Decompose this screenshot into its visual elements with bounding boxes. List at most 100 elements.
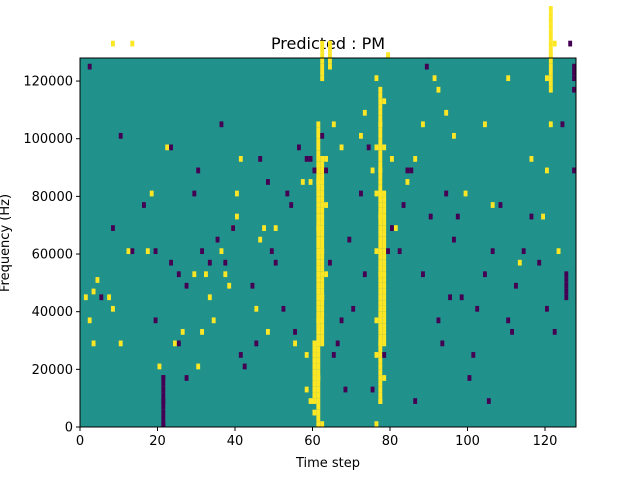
heatmap-cell-high [312, 392, 317, 399]
heatmap-cell-high [382, 340, 387, 347]
heatmap-cell-high [382, 190, 387, 197]
heatmap-cell-high [378, 346, 383, 353]
heatmap-cell-low [564, 271, 569, 278]
heatmap-cell-high [316, 190, 321, 197]
heatmap-cell-high [316, 398, 321, 404]
heatmap-cell-high [382, 196, 387, 203]
heatmap-cell-high [378, 357, 383, 364]
heatmap-cell-high [378, 207, 383, 214]
heatmap-cell-high [452, 132, 456, 139]
heatmap-cell-high [316, 369, 321, 376]
heatmap-cell-high [413, 156, 418, 162]
heatmap-cell-high [378, 156, 383, 162]
heatmap-cell-low [331, 352, 336, 358]
heatmap-cell-high [378, 179, 383, 185]
heatmap-cell-low [176, 271, 181, 278]
heatmap-cell-low [343, 386, 348, 393]
heatmap-cell-high [382, 323, 387, 329]
heatmap-cell-high [320, 323, 325, 329]
heatmap-cell-high [378, 340, 383, 347]
heatmap-cell-high [382, 219, 387, 226]
heatmap-cell-low [118, 132, 123, 139]
heatmap-cell-high [328, 40, 332, 47]
heatmap-cell-high [316, 161, 321, 168]
heatmap-cell-high [235, 213, 239, 220]
heatmap-cell-high [320, 305, 325, 312]
heatmap-cell-high [320, 40, 325, 47]
heatmap-cell-high [382, 202, 387, 208]
heatmap-cell-high [382, 144, 387, 151]
heatmap-cell-high [548, 29, 553, 35]
heatmap-cell-high [393, 225, 398, 231]
heatmap-cell-high [316, 248, 321, 255]
heatmap-cell-high [378, 213, 383, 220]
heatmap-cell-high [320, 167, 325, 174]
heatmap-cell-low [219, 121, 224, 128]
heatmap-cell-low [324, 167, 328, 174]
heatmap-cell-high [374, 352, 379, 358]
heatmap-cell-high [545, 75, 549, 82]
heatmap-cell-high [378, 109, 383, 116]
heatmap-cell-high [556, 248, 561, 255]
heatmap-cell-high [320, 190, 325, 197]
heatmap-cell-low [510, 328, 514, 335]
heatmap-cell-high [324, 202, 328, 208]
heatmap-cell-high [320, 46, 325, 53]
heatmap-cell-low [440, 340, 445, 347]
heatmap-cell-high [316, 144, 321, 151]
heatmap-cell-high [386, 52, 390, 58]
heatmap-cell-low [545, 305, 549, 312]
heatmap-cell-high [316, 202, 321, 208]
heatmap-cell-high [382, 248, 387, 255]
heatmap-cell-low [564, 294, 569, 301]
heatmap-cell-high [378, 219, 383, 226]
heatmap-cell-high [320, 230, 325, 237]
heatmap-cell-high [529, 156, 534, 162]
heatmap-cell-low [169, 144, 173, 151]
heatmap-cell-low [455, 213, 460, 220]
y-tick-label: 80000 [32, 190, 73, 205]
heatmap-cell-high [378, 230, 383, 237]
heatmap-cell-high [378, 236, 383, 243]
heatmap-cell-high [378, 167, 383, 174]
heatmap-cell-low [130, 248, 135, 255]
heatmap-cell-low [347, 236, 352, 243]
heatmap-cell-high [266, 328, 270, 335]
heatmap-cell-high [312, 363, 317, 370]
heatmap-cell-high [320, 421, 325, 427]
heatmap-cell-high [548, 58, 553, 64]
heatmap-cell-high [316, 132, 321, 139]
heatmap-cell-high [328, 46, 332, 53]
heatmap-cell-high [490, 202, 495, 208]
heatmap-cell-low [266, 179, 270, 185]
heatmap-cell-high [432, 75, 437, 82]
heatmap-cell-high [145, 248, 150, 255]
heatmap-cell-high [359, 132, 363, 139]
heatmap-cell-high [382, 375, 387, 381]
heatmap-cell-high [320, 242, 325, 249]
heatmap-cell-high [378, 242, 383, 249]
heatmap-cell-high [378, 248, 383, 255]
heatmap-cell-high [204, 271, 208, 278]
heatmap-cell-high [378, 300, 383, 306]
heatmap-cell-low [421, 271, 425, 278]
heatmap-cell-low [184, 282, 189, 289]
plot-frame [79, 57, 577, 428]
heatmap-cell-low [312, 167, 317, 174]
heatmap-cell-high [541, 213, 545, 220]
heatmap-cell-low [169, 259, 173, 266]
heatmap-cell-low [176, 340, 181, 347]
heatmap-cell-high [548, 75, 553, 82]
heatmap-cell-high [444, 109, 449, 116]
heatmap-cell-high [378, 202, 383, 208]
heatmap-cell-low [521, 248, 526, 255]
heatmap-cell-high [378, 115, 383, 122]
heatmap-cell-high [324, 156, 328, 162]
heatmap-cell-low [424, 63, 429, 70]
heatmap-cell-high [378, 184, 383, 191]
heatmap-cell-high [316, 196, 321, 203]
heatmap-cell-high [382, 334, 387, 341]
heatmap-cell-low [238, 352, 243, 358]
heatmap-cell-high [316, 346, 321, 353]
heatmap-cell-high [316, 127, 321, 133]
